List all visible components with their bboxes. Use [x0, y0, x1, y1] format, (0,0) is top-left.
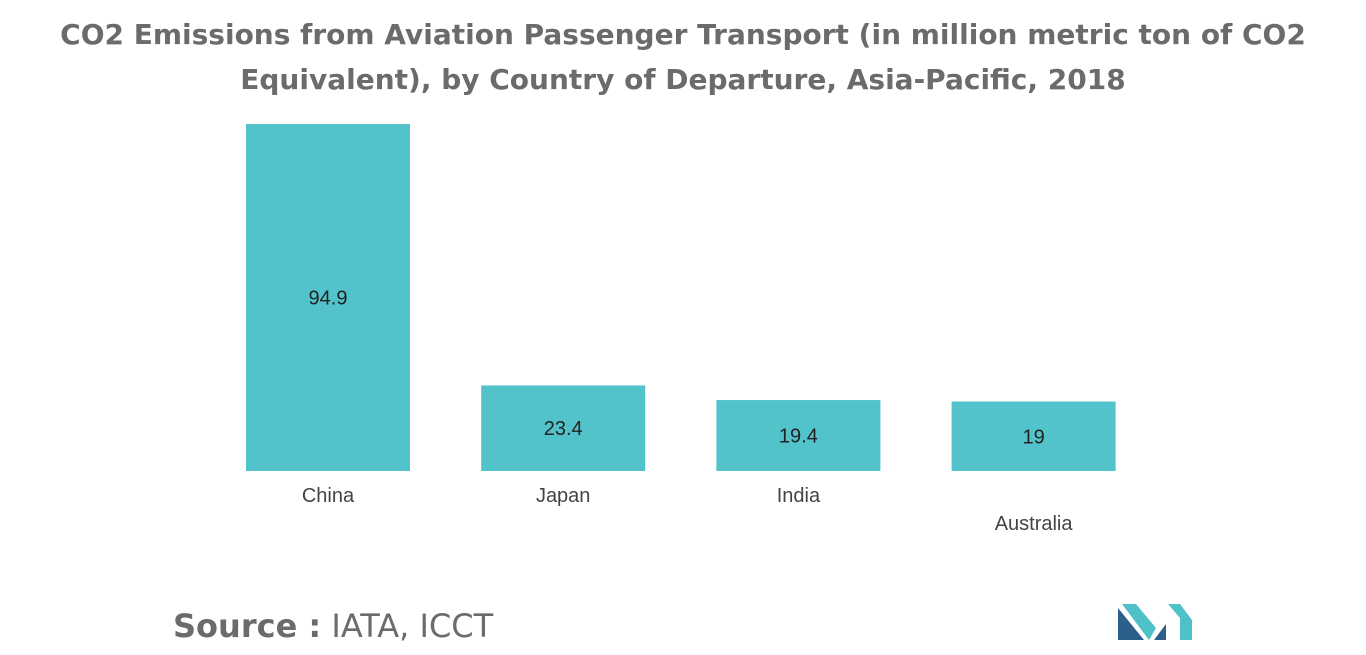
- source-note: Source : IATA, ICCT: [173, 604, 493, 648]
- data-label-japan: 23.4: [544, 418, 583, 440]
- logo-left-shape: [1118, 608, 1144, 640]
- data-label-china: 94.9: [309, 288, 348, 310]
- chart-title: CO2 Emissions from Aviation Passenger Tr…: [0, 12, 1366, 102]
- logo-right-accent: [1168, 604, 1192, 640]
- source-text: IATA, ICCT: [331, 607, 494, 645]
- data-label-india: 19.4: [779, 426, 818, 448]
- bar-japan: [481, 385, 646, 471]
- x-tick-label-japan: Japan: [536, 485, 591, 507]
- logo-right-shape: [1154, 624, 1166, 640]
- company-logo-icon: [1118, 604, 1192, 640]
- chart-title-line-1: CO2 Emissions from Aviation Passenger Tr…: [60, 18, 1306, 51]
- x-tick-label-india: India: [777, 485, 821, 507]
- bar-china: [246, 124, 410, 471]
- data-label-australia: 19: [1022, 426, 1044, 448]
- source-label: Source :: [173, 607, 322, 645]
- x-tick-label-australia: Australia: [995, 513, 1074, 535]
- logo-left-accent: [1122, 604, 1156, 640]
- chart-title-line-2: Equivalent), by Country of Departure, As…: [240, 63, 1126, 96]
- bar-australia: [951, 401, 1116, 471]
- bar-india: [716, 400, 881, 471]
- x-tick-label-china: China: [302, 485, 355, 507]
